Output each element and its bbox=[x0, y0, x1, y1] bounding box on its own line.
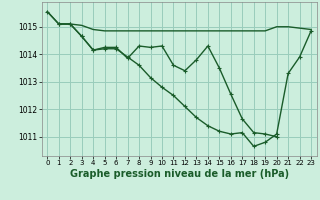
X-axis label: Graphe pression niveau de la mer (hPa): Graphe pression niveau de la mer (hPa) bbox=[70, 169, 289, 179]
